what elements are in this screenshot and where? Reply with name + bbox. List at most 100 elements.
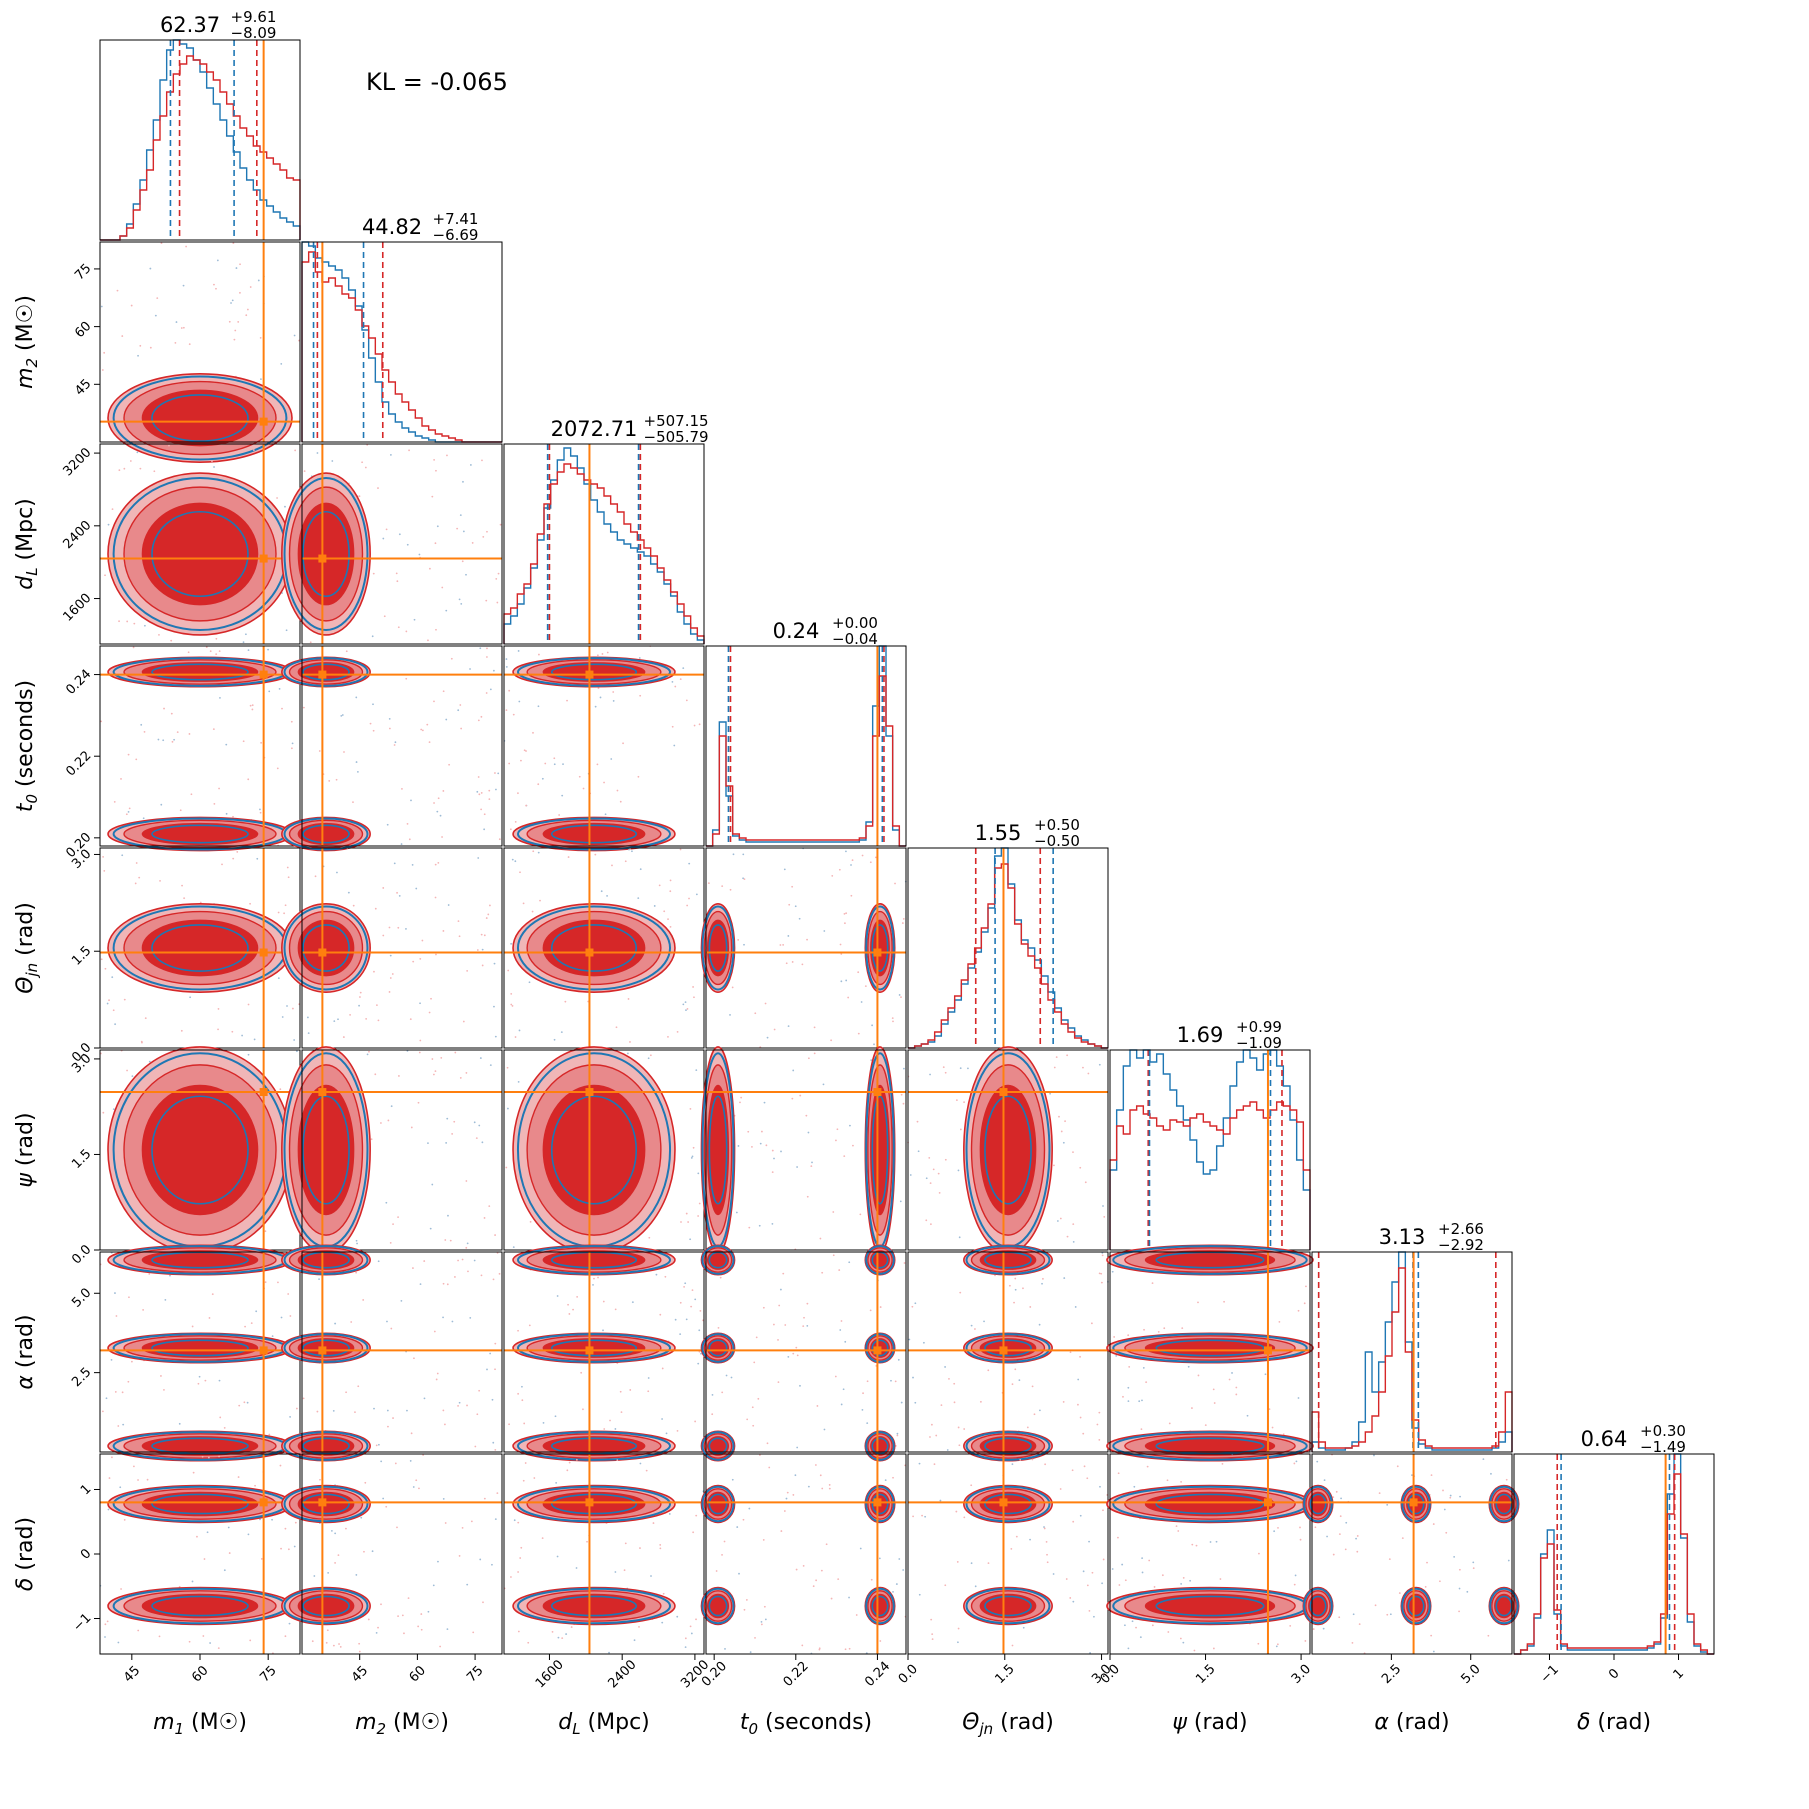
scatter-point xyxy=(1389,1613,1392,1616)
scatter-point xyxy=(385,528,388,531)
scatter-point xyxy=(653,905,656,907)
scatter-point xyxy=(842,1388,845,1391)
scatter-point xyxy=(388,717,391,720)
scatter-point xyxy=(1175,1525,1178,1528)
scatter-point xyxy=(799,1384,801,1387)
scatter-point xyxy=(121,335,124,337)
scatter-point xyxy=(427,639,429,642)
truth-marker xyxy=(318,554,327,563)
panel-frame xyxy=(503,1453,705,1655)
scatter-point xyxy=(493,1005,495,1008)
scatter-point xyxy=(1231,1372,1233,1374)
scatter-point xyxy=(1141,1571,1144,1574)
scatter-point xyxy=(575,1567,578,1569)
scatter-point xyxy=(175,321,178,323)
scatter-point xyxy=(246,308,249,311)
scatter-point xyxy=(619,1390,622,1393)
contour-red-inner xyxy=(542,1338,646,1358)
scatter-point xyxy=(251,704,254,707)
scatter-point xyxy=(603,1428,606,1430)
scatter-point xyxy=(1356,1550,1359,1553)
scatter-point xyxy=(221,863,223,866)
scatter-point xyxy=(441,586,444,589)
contour-red-inner xyxy=(979,1084,1037,1216)
scatter-point xyxy=(1124,1579,1127,1582)
contour-blue-outer xyxy=(112,375,288,461)
scatter-point xyxy=(861,1408,864,1411)
contour-blue-inner xyxy=(302,924,350,972)
contour-red-inner xyxy=(870,1593,890,1619)
scatter-point xyxy=(521,1385,523,1388)
scatter-point xyxy=(688,862,691,865)
scatter-point xyxy=(458,1401,461,1404)
scatter-point xyxy=(489,688,492,691)
truth-marker xyxy=(318,1498,327,1507)
scatter-point xyxy=(1351,1641,1354,1644)
scatter-point xyxy=(287,1293,290,1295)
scatter-point xyxy=(763,1101,766,1104)
scatter-point xyxy=(1180,1480,1182,1483)
scatter-point xyxy=(524,1462,527,1464)
scatter-point xyxy=(528,981,531,984)
scatter-point xyxy=(1079,1166,1082,1169)
summary-plus: +0.00 xyxy=(832,614,878,632)
scatter-point xyxy=(415,887,418,890)
scatter-point xyxy=(1117,1472,1120,1475)
scatter-point xyxy=(512,713,515,716)
scatter-point xyxy=(469,668,471,670)
summary-title-thetajn: 1.55 xyxy=(975,821,1022,845)
panel-frame xyxy=(907,1453,1109,1655)
scatter-point xyxy=(979,1400,982,1403)
scatter-point xyxy=(104,574,106,577)
scatter-point xyxy=(1072,1241,1075,1243)
scatter-point xyxy=(1445,1531,1448,1534)
scatter-point xyxy=(1314,1526,1317,1529)
scatter-point xyxy=(699,1309,702,1312)
scatter-point xyxy=(436,1372,439,1375)
scatter-point xyxy=(445,609,448,612)
scatter-point xyxy=(622,742,624,745)
scatter-point xyxy=(812,1585,815,1588)
scatter-point xyxy=(773,1157,775,1160)
scatter-point xyxy=(462,1020,465,1023)
contour-blue-outer xyxy=(283,1485,369,1523)
panel-frame xyxy=(99,39,301,241)
scatter-point xyxy=(466,1583,469,1586)
scatter-point xyxy=(485,692,488,694)
panel-frame xyxy=(907,1251,1109,1453)
scatter-point xyxy=(1084,1181,1087,1184)
scatter-point xyxy=(1398,1592,1401,1594)
scatter-point xyxy=(491,1398,494,1401)
scatter-point xyxy=(492,1278,495,1281)
scatter-point xyxy=(189,996,192,999)
scatter-point xyxy=(849,1124,851,1127)
contour-red-inner xyxy=(297,502,355,606)
scatter-point xyxy=(207,1456,210,1459)
scatter-point xyxy=(925,1219,928,1222)
scatter-point xyxy=(469,1316,472,1319)
scatter-point xyxy=(119,1486,122,1489)
scatter-point xyxy=(430,997,432,1000)
contour-red-inner xyxy=(297,1436,355,1456)
scatter-point xyxy=(1386,1613,1389,1616)
summary-plus: +0.50 xyxy=(1034,816,1080,834)
scatter-point xyxy=(442,1498,445,1500)
scatter-point xyxy=(944,1071,947,1074)
scatter-point xyxy=(191,1580,194,1583)
scatter-point xyxy=(843,1155,846,1157)
scatter-point xyxy=(537,783,540,786)
scatter-point xyxy=(514,860,517,863)
contour-blue-outer xyxy=(1303,1587,1333,1625)
contour-blue-outer xyxy=(516,817,672,851)
scatter-point xyxy=(693,996,695,999)
scatter-point xyxy=(1411,1474,1413,1477)
scatter-point xyxy=(730,1376,733,1379)
scatter-point xyxy=(420,728,423,731)
scatter-point xyxy=(156,297,159,300)
scatter-point xyxy=(724,1648,726,1650)
scatter-point xyxy=(488,1205,491,1208)
scatter-point xyxy=(291,742,294,745)
scatter-point xyxy=(624,1542,627,1545)
